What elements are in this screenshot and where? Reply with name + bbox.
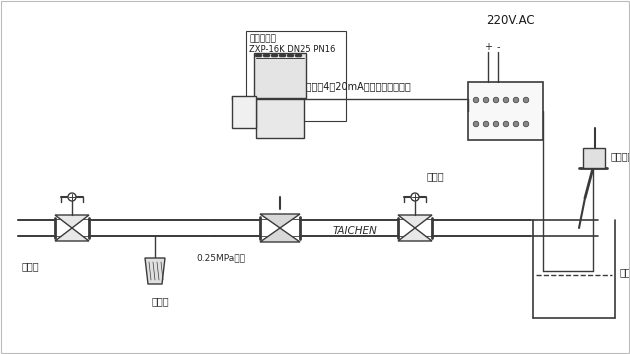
Bar xyxy=(260,220,279,236)
Circle shape xyxy=(523,121,529,127)
Circle shape xyxy=(473,97,479,103)
Polygon shape xyxy=(55,228,89,241)
Bar xyxy=(468,82,543,140)
Polygon shape xyxy=(398,215,432,228)
Text: 台晨: 台晨 xyxy=(239,108,249,116)
Circle shape xyxy=(493,97,499,103)
Bar xyxy=(256,98,304,138)
Text: TAICHEN: TAICHEN xyxy=(333,226,377,236)
Polygon shape xyxy=(55,215,89,228)
Circle shape xyxy=(513,97,518,103)
Circle shape xyxy=(513,121,518,127)
Text: 氣動調節閥: 氣動調節閥 xyxy=(249,34,276,44)
Bar xyxy=(281,220,299,236)
Text: -: - xyxy=(496,42,500,52)
Text: 輸出電信號（4－20mA）進調節閥定位器: 輸出電信號（4－20mA）進調節閥定位器 xyxy=(289,81,411,91)
Polygon shape xyxy=(398,228,432,241)
Bar xyxy=(398,220,414,236)
Circle shape xyxy=(483,97,489,103)
Circle shape xyxy=(503,121,509,127)
Text: ZXP-16K DN25 PN16: ZXP-16K DN25 PN16 xyxy=(249,46,335,55)
Bar xyxy=(73,220,88,236)
Circle shape xyxy=(411,193,419,201)
Text: 截止閥: 截止閥 xyxy=(427,171,445,181)
Bar xyxy=(583,148,605,168)
Circle shape xyxy=(483,121,489,127)
Circle shape xyxy=(473,121,479,127)
Text: +: + xyxy=(484,42,492,52)
Circle shape xyxy=(523,97,529,103)
Polygon shape xyxy=(260,228,300,242)
Polygon shape xyxy=(145,258,165,284)
Text: 控制儀表: 控制儀表 xyxy=(493,106,517,116)
Circle shape xyxy=(68,193,76,201)
Text: 截止閥: 截止閥 xyxy=(22,261,40,271)
Circle shape xyxy=(503,97,509,103)
Text: 液位傳感器: 液位傳感器 xyxy=(611,151,630,161)
Bar xyxy=(55,220,71,236)
Polygon shape xyxy=(260,214,300,228)
Text: 過濾器: 過濾器 xyxy=(151,296,169,306)
Circle shape xyxy=(493,121,499,127)
Bar xyxy=(416,220,431,236)
Text: 0.25MPa氣源: 0.25MPa氣源 xyxy=(196,253,245,263)
Bar xyxy=(232,96,256,128)
Bar xyxy=(254,53,306,98)
Bar xyxy=(246,31,346,121)
Text: 220V.AC: 220V.AC xyxy=(486,13,534,27)
Text: 介質池: 介質池 xyxy=(620,267,630,277)
